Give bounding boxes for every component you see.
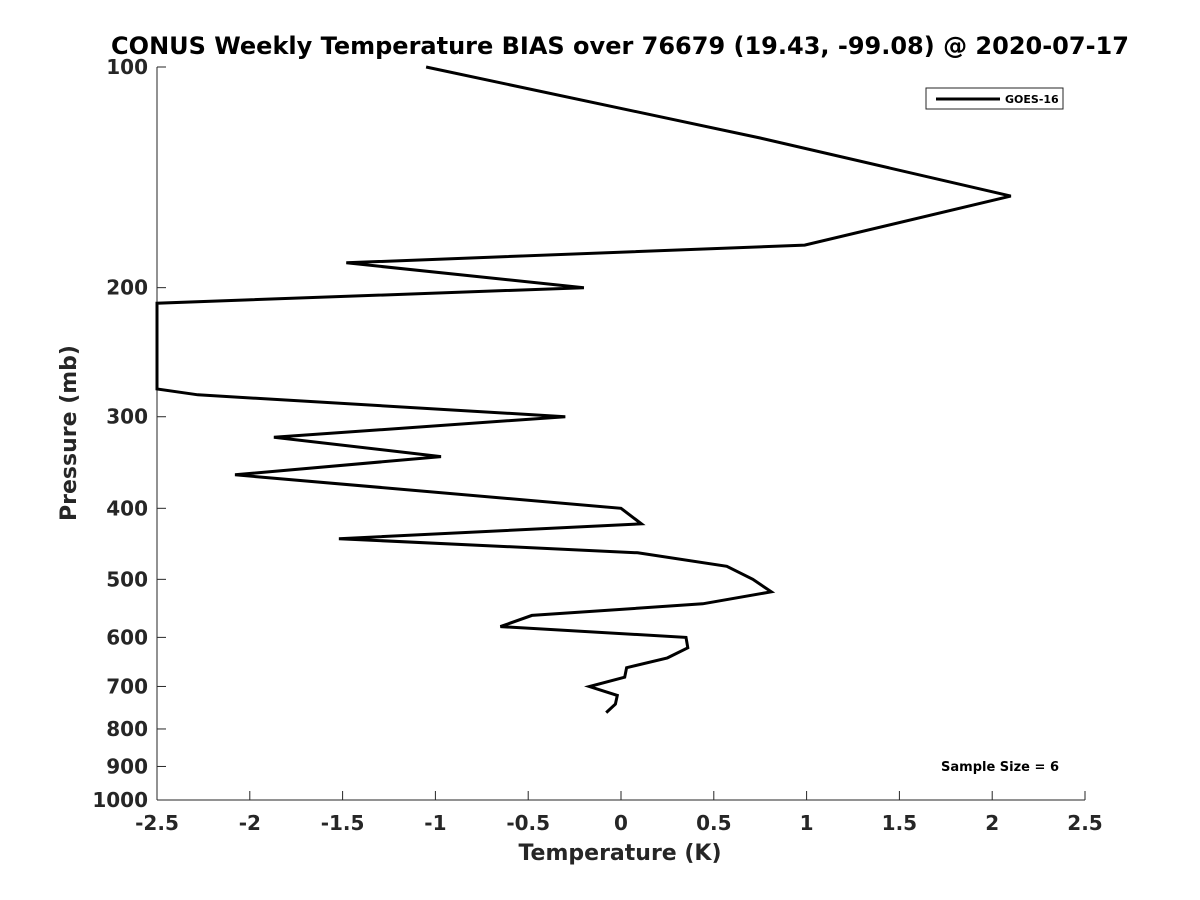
legend: GOES-16: [925, 87, 1064, 110]
x-axis-label: Temperature (K): [518, 841, 721, 866]
x-tick-label: 0.5: [696, 811, 731, 835]
sample-size-annotation: Sample Size = 6: [941, 760, 1059, 775]
x-tick-label: -2.5: [135, 811, 179, 835]
y-tick-label: 500: [106, 567, 148, 591]
y-tick-label: 1000: [92, 788, 148, 812]
x-tick-label: -0.5: [506, 811, 550, 835]
x-tick-label: -1.5: [321, 811, 365, 835]
y-tick-label: 300: [106, 405, 148, 429]
x-axis-ticks: -2.5 -2 -1.5 -1 -0.5 0 0.5 1 1.5 2 2.5: [135, 791, 1103, 835]
series-line-goes-16: [155, 65, 1012, 714]
x-tick-label: 1: [800, 811, 814, 835]
y-tick-label: 600: [106, 625, 148, 649]
x-tick-label: 1.5: [882, 811, 917, 835]
y-tick-label: 100: [106, 55, 148, 79]
y-tick-label: 900: [106, 754, 148, 778]
chart-title: CONUS Weekly Temperature BIAS over 76679…: [111, 32, 1129, 60]
x-tick-label: -2: [239, 811, 261, 835]
axes: [156, 67, 1085, 801]
y-tick-label: 400: [106, 496, 148, 520]
y-tick-label: 700: [106, 674, 148, 698]
y-tick-label: 800: [106, 717, 148, 741]
y-axis-ticks: 100 200 300 400 500 600 700 800 900 1000: [92, 55, 166, 812]
y-tick-label: 200: [106, 276, 148, 300]
x-tick-label: 2.5: [1067, 811, 1102, 835]
legend-entry-label: GOES-16: [1005, 93, 1059, 106]
x-tick-label: 2: [985, 811, 999, 835]
x-tick-label: 0: [614, 811, 628, 835]
series-layer: [155, 65, 1012, 714]
y-axis-label: Pressure (mb): [57, 345, 82, 521]
x-tick-label: -1: [424, 811, 446, 835]
